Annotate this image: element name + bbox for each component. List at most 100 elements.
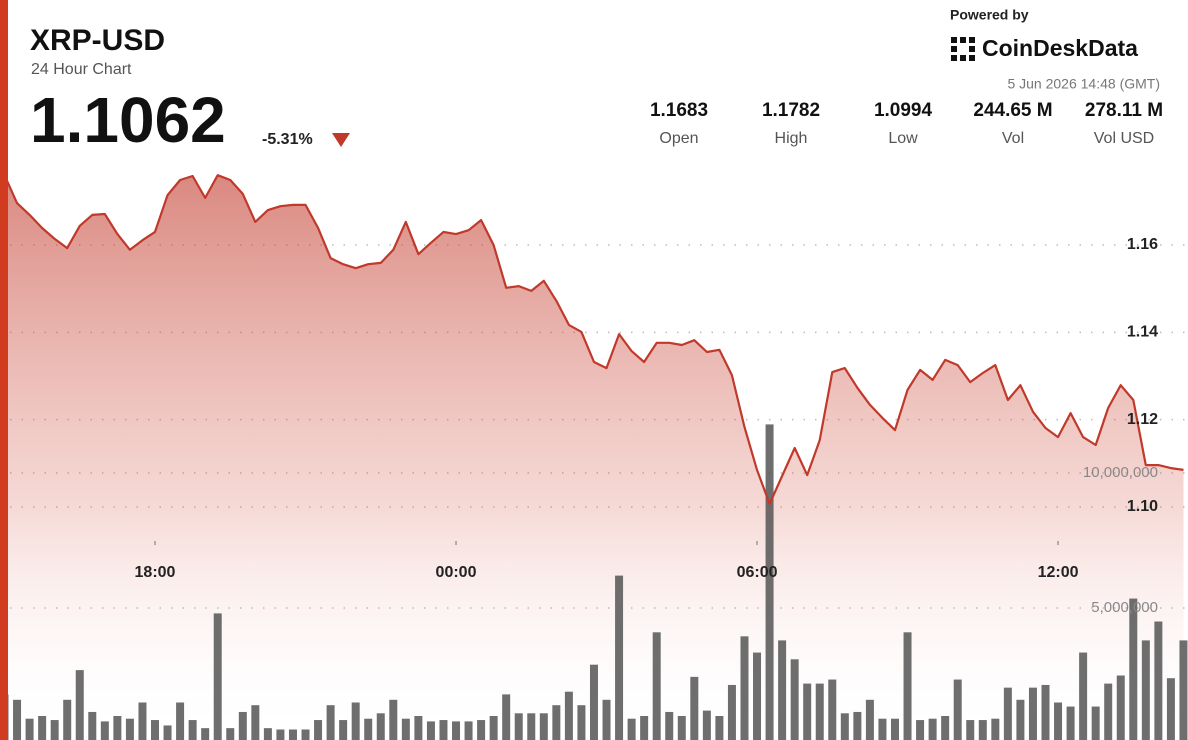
stat-value: 1.1782	[762, 100, 820, 121]
volume-bar	[991, 718, 1000, 740]
volume-bar	[878, 718, 887, 740]
volume-bar	[414, 716, 423, 740]
stat-label: Vol	[1002, 130, 1024, 147]
volume-bar	[1079, 652, 1088, 740]
volume-bar	[464, 721, 473, 740]
volume-bar	[765, 424, 774, 740]
volume-bar	[151, 720, 160, 740]
volume-bar	[439, 720, 448, 740]
x-tick-label: 18:00	[135, 564, 176, 581]
volume-bar	[1129, 598, 1138, 740]
timestamp: 5 Jun 2026 14:48 (GMT)	[1007, 76, 1160, 92]
volume-bar	[640, 716, 649, 740]
x-tick-label: 00:00	[436, 564, 477, 581]
subtitle: 24 Hour Chart	[31, 61, 132, 78]
price-area	[4, 175, 1184, 740]
powered-by: Powered by	[950, 7, 1029, 23]
y2-tick-label: 10,000,000	[1083, 464, 1158, 481]
volume-bar	[828, 679, 837, 740]
volume-bar	[690, 676, 699, 740]
volume-bar	[953, 679, 962, 740]
volume-bar	[38, 716, 47, 740]
y-tick-label: 1.16	[1127, 236, 1158, 253]
volume-bar	[778, 640, 787, 740]
volume-bar	[1003, 687, 1012, 740]
stat-value: 1.1683	[650, 100, 708, 121]
volume-bar	[276, 729, 285, 740]
volume-bar	[113, 716, 122, 740]
volume-bar	[589, 664, 598, 740]
volume-bar	[790, 659, 799, 740]
volume-bar	[715, 716, 724, 740]
volume-bar	[803, 683, 812, 740]
volume-bar	[1028, 687, 1037, 740]
volume-bar	[401, 718, 410, 740]
labels: 1.10 1.12 1.14 1.16 5,000,000 10,000,000 18:00…	[135, 236, 1159, 616]
volume-bar	[615, 575, 624, 740]
volume-bar	[916, 720, 925, 740]
volume-bar	[727, 684, 736, 740]
volume-bar	[100, 721, 109, 740]
volume-bar	[188, 720, 197, 740]
volume-bar	[489, 716, 498, 740]
volume-bar	[1154, 621, 1163, 740]
down-arrow	[332, 133, 350, 147]
y-tick-label: 1.10	[1127, 498, 1158, 515]
volume-bar	[88, 711, 97, 740]
volume-bar	[1179, 640, 1188, 740]
volume-bar	[627, 718, 636, 740]
volume-bar	[201, 728, 210, 740]
volume-bar	[753, 652, 762, 740]
areas	[4, 175, 1184, 740]
volume-bar	[815, 683, 824, 740]
volume-bar	[25, 718, 34, 740]
volume-bar	[326, 705, 335, 740]
volume-bar	[564, 691, 573, 740]
volume-bar	[1041, 684, 1050, 740]
accent-bar	[0, 0, 8, 740]
volume-bar	[339, 720, 348, 740]
volume-bar	[176, 702, 185, 740]
volume-bar	[1091, 706, 1100, 740]
volume-bar	[364, 718, 373, 740]
volume-bar	[63, 699, 72, 740]
volume-bar	[301, 729, 310, 740]
volume-bar	[163, 725, 172, 740]
volume-bar	[853, 711, 862, 740]
volume-bar	[1016, 699, 1025, 740]
volume-bar	[50, 720, 59, 740]
lines	[3, 174, 1184, 505]
volume-bar	[1141, 640, 1150, 740]
volume-bar	[577, 705, 586, 740]
volume-bar	[1116, 675, 1125, 740]
stat-value: 244.65 M	[973, 100, 1052, 121]
stat-label: High	[775, 130, 808, 147]
brand-logo	[951, 37, 975, 61]
volume-bar	[426, 721, 435, 740]
volume-bar	[740, 636, 749, 740]
volume-bar	[539, 713, 548, 740]
volume-bar	[840, 713, 849, 740]
volume-bar	[314, 720, 323, 740]
volume-bar	[13, 699, 22, 740]
volume-bar	[1066, 706, 1075, 740]
volume-bar	[1166, 678, 1175, 740]
y2-tick-label: 5,000,000	[1091, 599, 1158, 616]
volume-bar	[502, 694, 511, 740]
volume-bar	[138, 702, 147, 740]
stat-label: Vol USD	[1094, 130, 1154, 147]
volume-bar	[477, 720, 486, 740]
brand: CoinDeskData	[982, 35, 1138, 61]
volume-bar	[288, 729, 297, 740]
volume-bar	[75, 670, 84, 740]
stat-value: 1.0994	[874, 100, 933, 121]
stats: 1.1683 Open 1.1782 High 1.0994 Low 244.65 M Vol…	[650, 100, 1163, 147]
volume-bar	[677, 716, 686, 740]
x-tick-label: 12:00	[1038, 564, 1079, 581]
change: -5.31%	[262, 131, 313, 148]
volume-bar	[602, 699, 611, 740]
volume-bar	[376, 713, 385, 740]
stat-value: 278.11 M	[1085, 100, 1163, 121]
